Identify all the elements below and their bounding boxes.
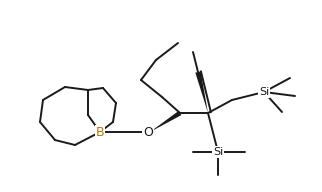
Text: Si: Si: [213, 147, 223, 157]
Text: B: B: [96, 126, 104, 138]
Text: O: O: [143, 126, 153, 138]
Polygon shape: [150, 111, 181, 132]
Polygon shape: [195, 71, 208, 113]
Text: Si: Si: [259, 87, 269, 97]
